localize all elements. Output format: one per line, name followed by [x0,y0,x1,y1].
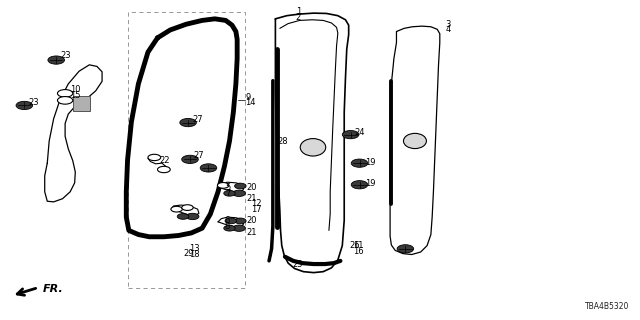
Circle shape [200,164,217,172]
Text: 1: 1 [296,7,301,16]
Circle shape [157,166,170,173]
Circle shape [224,225,236,231]
Circle shape [58,97,73,104]
Text: FR.: FR. [43,284,63,294]
Text: 18: 18 [189,250,200,259]
Circle shape [351,159,368,167]
Circle shape [180,118,196,127]
Text: 15: 15 [70,91,81,100]
Ellipse shape [300,139,326,156]
Text: 10: 10 [70,85,81,94]
Circle shape [186,213,199,220]
Circle shape [16,101,33,109]
Circle shape [225,218,237,224]
Text: 17: 17 [251,205,262,214]
Bar [127,12,246,288]
Text: 2: 2 [296,13,301,22]
Text: 27: 27 [193,115,203,124]
Text: 11: 11 [353,241,364,250]
Text: 29: 29 [183,249,193,258]
Text: 6: 6 [225,216,230,225]
Circle shape [342,131,359,139]
Circle shape [235,218,246,224]
Text: 4: 4 [445,25,451,35]
Circle shape [233,190,246,196]
Text: 20: 20 [246,183,257,192]
Text: 28: 28 [277,137,288,146]
Text: 27: 27 [194,151,204,160]
Text: 24: 24 [355,128,365,137]
Circle shape [182,155,198,164]
Text: 8: 8 [225,222,230,231]
Circle shape [171,206,182,212]
Text: 5: 5 [226,183,231,192]
Circle shape [182,205,193,211]
Ellipse shape [403,133,426,148]
Circle shape [48,56,65,64]
Text: 26: 26 [349,241,360,250]
Circle shape [397,245,413,253]
Circle shape [58,90,73,97]
Text: 9: 9 [246,93,251,102]
Circle shape [218,182,229,188]
Circle shape [235,183,246,189]
Text: 20: 20 [246,216,257,225]
Text: 23: 23 [60,52,70,60]
Text: 3: 3 [445,20,451,29]
Text: 22: 22 [159,156,170,165]
Text: 25: 25 [292,260,303,268]
Circle shape [148,154,161,161]
Circle shape [177,214,189,219]
Text: 7: 7 [226,189,231,198]
Text: 23: 23 [28,99,39,108]
Text: 19: 19 [365,179,375,188]
Text: 21: 21 [246,228,257,237]
Text: TBA4B5320: TBA4B5320 [585,302,629,311]
Text: 16: 16 [353,247,364,256]
Text: 13: 13 [189,244,200,253]
Circle shape [224,190,236,196]
Circle shape [351,180,368,189]
Bar [74,96,90,111]
Text: 14: 14 [246,99,256,108]
Text: 19: 19 [365,158,375,167]
Text: 21: 21 [246,194,257,203]
Text: 12: 12 [251,199,262,208]
Circle shape [233,225,246,231]
